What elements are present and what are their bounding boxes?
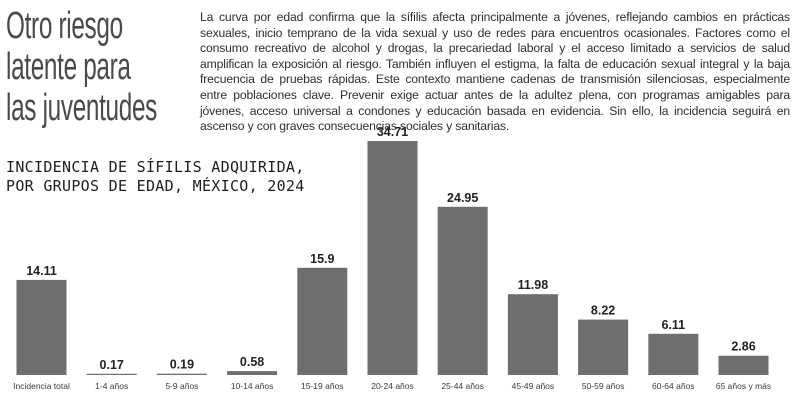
headline-line-3: las juventudes — [6, 87, 157, 129]
tick-label-3: 10-14 años — [231, 381, 274, 391]
bar-10 — [718, 355, 769, 375]
value-label-9: 6.11 — [661, 318, 685, 332]
value-label-6: 24.95 — [447, 191, 478, 205]
value-label-8: 8.22 — [591, 304, 615, 318]
bar-7 — [507, 294, 558, 375]
headline: Otro riesgo latente para las juventudes — [6, 6, 157, 129]
tick-label-0: Incidencia total — [13, 381, 70, 391]
value-label-0: 14.11 — [26, 264, 57, 278]
bar-8 — [578, 319, 629, 375]
chart-bars — [16, 141, 769, 375]
value-label-3: 0.58 — [240, 355, 264, 369]
headline-line-2: latente para — [6, 46, 131, 88]
chart-value-labels: 14.11 0.17 0.19 0.58 15.9 34.71 24.95 11.98 8.22… — [26, 125, 756, 372]
tick-label-5: 20-24 años — [371, 381, 414, 391]
tick-label-7: 45-49 años — [512, 381, 555, 391]
value-label-5: 34.71 — [377, 125, 408, 139]
bar-6 — [437, 206, 488, 375]
tick-label-2: 5-9 años — [165, 381, 198, 391]
article-body: La curva por edad confirma que la sífili… — [200, 10, 790, 134]
value-label-2: 0.19 — [170, 358, 194, 372]
headline-line-1: Otro riesgo — [6, 5, 123, 47]
chart-tick-labels: Incidencia total 1-4 años 5-9 años 10-14 añ… — [13, 381, 771, 391]
chart-title: INCIDENCIA DE SÍFILIS ADQUIRIDA, POR GRU… — [6, 158, 305, 196]
bar-2 — [156, 373, 207, 375]
bar-1 — [86, 373, 137, 375]
bar-9 — [648, 333, 699, 375]
tick-label-6: 25-44 años — [441, 381, 484, 391]
value-label-7: 11.98 — [518, 278, 549, 292]
bar-4 — [297, 267, 348, 375]
tick-label-1: 1-4 años — [95, 381, 128, 391]
value-label-1: 0.17 — [100, 358, 124, 372]
tick-label-10: 65 años y más — [716, 381, 771, 391]
bar-5 — [367, 141, 418, 375]
tick-label-8: 50-59 años — [582, 381, 625, 391]
value-label-4: 15.9 — [310, 252, 334, 266]
tick-label-9: 60-64 años — [652, 381, 695, 391]
value-label-10: 2.86 — [731, 340, 755, 354]
tick-label-4: 15-19 años — [301, 381, 344, 391]
chart-title-line-1: INCIDENCIA DE SÍFILIS ADQUIRIDA, — [6, 158, 305, 176]
chart-title-line-2: POR GRUPOS DE EDAD, MÉXICO, 2024 — [6, 177, 305, 195]
bar-0 — [16, 279, 67, 375]
bar-3 — [227, 371, 278, 375]
